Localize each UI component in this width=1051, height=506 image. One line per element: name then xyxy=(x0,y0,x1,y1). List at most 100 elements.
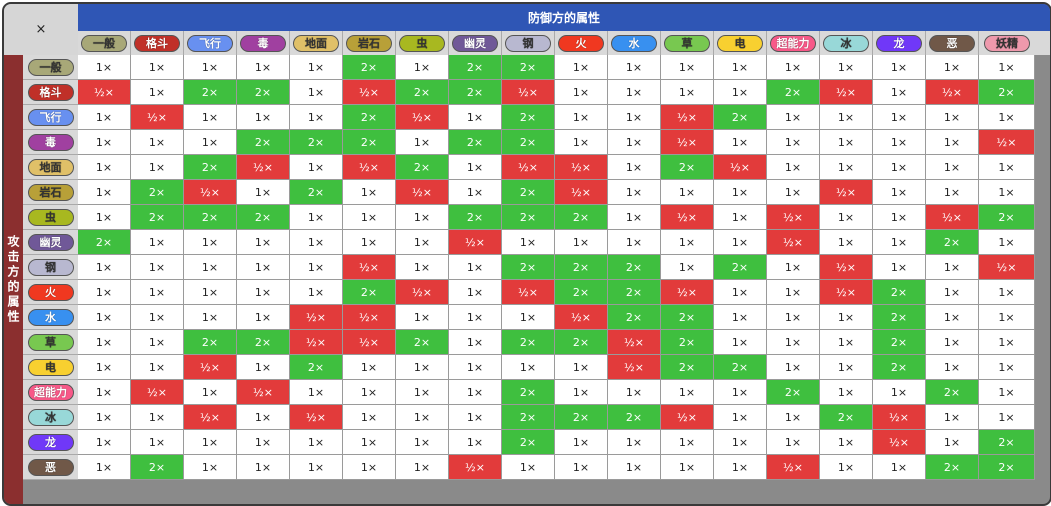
type-pill: 超能力 xyxy=(770,34,816,52)
defender-type-7: 幽灵 xyxy=(449,31,502,55)
effectiveness-cell: ½× xyxy=(661,405,714,430)
effectiveness-cell: 1× xyxy=(767,180,820,205)
effectiveness-cell: 1× xyxy=(820,330,873,355)
effectiveness-cell: 1× xyxy=(237,355,290,380)
effectiveness-cell: ½× xyxy=(661,105,714,130)
effectiveness-cell: 1× xyxy=(979,55,1035,80)
effectiveness-cell: 2× xyxy=(396,330,449,355)
effectiveness-cell: 1× xyxy=(449,280,502,305)
effectiveness-cell: 1× xyxy=(290,280,343,305)
effectiveness-cell: 1× xyxy=(979,305,1035,330)
effectiveness-cell: 1× xyxy=(131,55,184,80)
effectiveness-cell: 1× xyxy=(767,405,820,430)
effectiveness-cell: 1× xyxy=(396,380,449,405)
effectiveness-cell: 1× xyxy=(131,305,184,330)
effectiveness-cell: 1× xyxy=(449,180,502,205)
table-row: 1× 1× 2× ½× 1× ½× 2× 1× ½× ½× 1× 2× ½× 1× 1× 1× 1× 1× xyxy=(78,155,1050,180)
effectiveness-cell: 1× xyxy=(555,430,608,455)
effectiveness-cell: 1× xyxy=(237,305,290,330)
effectiveness-cell: 1× xyxy=(78,305,131,330)
attacker-type-6: 虫 xyxy=(23,205,78,230)
type-pill: 一般 xyxy=(27,58,74,76)
effectiveness-cell: ½× xyxy=(820,255,873,280)
effectiveness-cell: 1× xyxy=(78,430,131,455)
effectiveness-cell: 1× xyxy=(184,280,237,305)
effectiveness-cell: 1× xyxy=(979,230,1035,255)
effectiveness-cell: 1× xyxy=(767,130,820,155)
effectiveness-cell: 1× xyxy=(661,455,714,480)
effectiveness-cell: 1× xyxy=(343,405,396,430)
effectiveness-cell: 1× xyxy=(131,255,184,280)
effectiveness-cell: 1× xyxy=(555,55,608,80)
effectiveness-cell: 2× xyxy=(555,205,608,230)
type-pill: 飞行 xyxy=(187,34,233,52)
effectiveness-cell: 2× xyxy=(502,405,555,430)
defender-type-8: 钢 xyxy=(502,31,555,55)
attacker-type-13: 超能力 xyxy=(23,380,78,405)
effectiveness-cell: ½× xyxy=(661,205,714,230)
effectiveness-cell: 1× xyxy=(714,80,767,105)
effectiveness-cell: 1× xyxy=(78,355,131,380)
effectiveness-cell: 1× xyxy=(343,455,396,480)
effectiveness-cell: ½× xyxy=(343,305,396,330)
table-row: ½× 1× 2× 2× 1× ½× 2× 2× ½× 1× 1× 1× 1× 2× ½× 1× ½× 2× xyxy=(78,80,1050,105)
type-pill: 格斗 xyxy=(134,34,180,52)
table-row: 1× 2× 2× 2× 1× 1× 1× 2× 2× 2× 1× ½× 1× ½× 1× 1× ½× 2× xyxy=(78,205,1050,230)
effectiveness-cell: 2× xyxy=(343,105,396,130)
effectiveness-cell: 1× xyxy=(131,430,184,455)
effectiveness-cell: ½× xyxy=(555,155,608,180)
type-pill: 毒 xyxy=(27,133,74,151)
defender-type-13: 超能力 xyxy=(767,31,820,55)
effectiveness-cell: 1× xyxy=(608,55,661,80)
effectiveness-cell: 1× xyxy=(608,230,661,255)
defender-type-10: 水 xyxy=(608,31,661,55)
effectiveness-cell: 1× xyxy=(290,155,343,180)
effectiveness-cell: ½× xyxy=(237,155,290,180)
effectiveness-cell: 2× xyxy=(184,155,237,180)
attacker-type-4: 地面 xyxy=(23,155,78,180)
effectiveness-cell: 1× xyxy=(661,55,714,80)
table-row: 1× 2× ½× 1× 2× 1× ½× 1× 2× ½× 1× 1× 1× 1× ½× 1× 1× 1× xyxy=(78,180,1050,205)
effectiveness-cell: 1× xyxy=(449,405,502,430)
effectiveness-cell: 2× xyxy=(873,330,926,355)
effectiveness-cell: 1× xyxy=(714,455,767,480)
effectiveness-cell: 1× xyxy=(131,405,184,430)
effectiveness-cell: ½× xyxy=(237,380,290,405)
defender-type-1: 格斗 xyxy=(131,31,184,55)
attacker-type-12: 电 xyxy=(23,355,78,380)
effectiveness-cell: 1× xyxy=(343,430,396,455)
effectiveness-cell: 1× xyxy=(979,280,1035,305)
effectiveness-cell: 2× xyxy=(979,455,1035,480)
effectiveness-cell: 1× xyxy=(78,255,131,280)
effectiveness-cell: 2× xyxy=(396,80,449,105)
effectiveness-cell: 2× xyxy=(131,180,184,205)
effectiveness-cell: 1× xyxy=(926,330,979,355)
effectiveness-cell: ½× xyxy=(184,180,237,205)
effectiveness-cell: 1× xyxy=(714,180,767,205)
type-pill: 水 xyxy=(611,34,657,52)
effectiveness-cell: 2× xyxy=(343,130,396,155)
attacker-type-2: 飞行 xyxy=(23,105,78,130)
effectiveness-cell: ½× xyxy=(396,105,449,130)
effectiveness-cell: 1× xyxy=(820,355,873,380)
effectiveness-cell: 1× xyxy=(237,180,290,205)
effectiveness-cell: 1× xyxy=(184,255,237,280)
table-row: 1× 1× 1× 1× 1× 1× 1× 1× 2× 1× 1× 1× 1× 1× 1× ½× 1× 2× xyxy=(78,430,1050,455)
effectiveness-cell: 1× xyxy=(820,155,873,180)
effectiveness-cell: 1× xyxy=(608,155,661,180)
effectiveness-cell: 1× xyxy=(608,380,661,405)
effectiveness-cell: ½× xyxy=(290,305,343,330)
table-row: 1× 1× 1× 1× ½× ½× 1× 1× 1× ½× 2× 2× 1× 1× 1× 2× 1× 1× xyxy=(78,305,1050,330)
effectiveness-cell: 1× xyxy=(979,330,1035,355)
defender-type-14: 冰 xyxy=(820,31,873,55)
effectiveness-cell: 1× xyxy=(131,230,184,255)
effectiveness-cell: 1× xyxy=(979,355,1035,380)
effectiveness-cell: 2× xyxy=(290,130,343,155)
effectiveness-cell: 1× xyxy=(820,430,873,455)
effectiveness-cell: 2× xyxy=(237,330,290,355)
effectiveness-cell: 1× xyxy=(979,405,1035,430)
effectiveness-cell: ½× xyxy=(184,355,237,380)
effectiveness-cell: 1× xyxy=(979,105,1035,130)
defender-type-5: 岩石 xyxy=(343,31,396,55)
effectiveness-cell: 1× xyxy=(608,205,661,230)
